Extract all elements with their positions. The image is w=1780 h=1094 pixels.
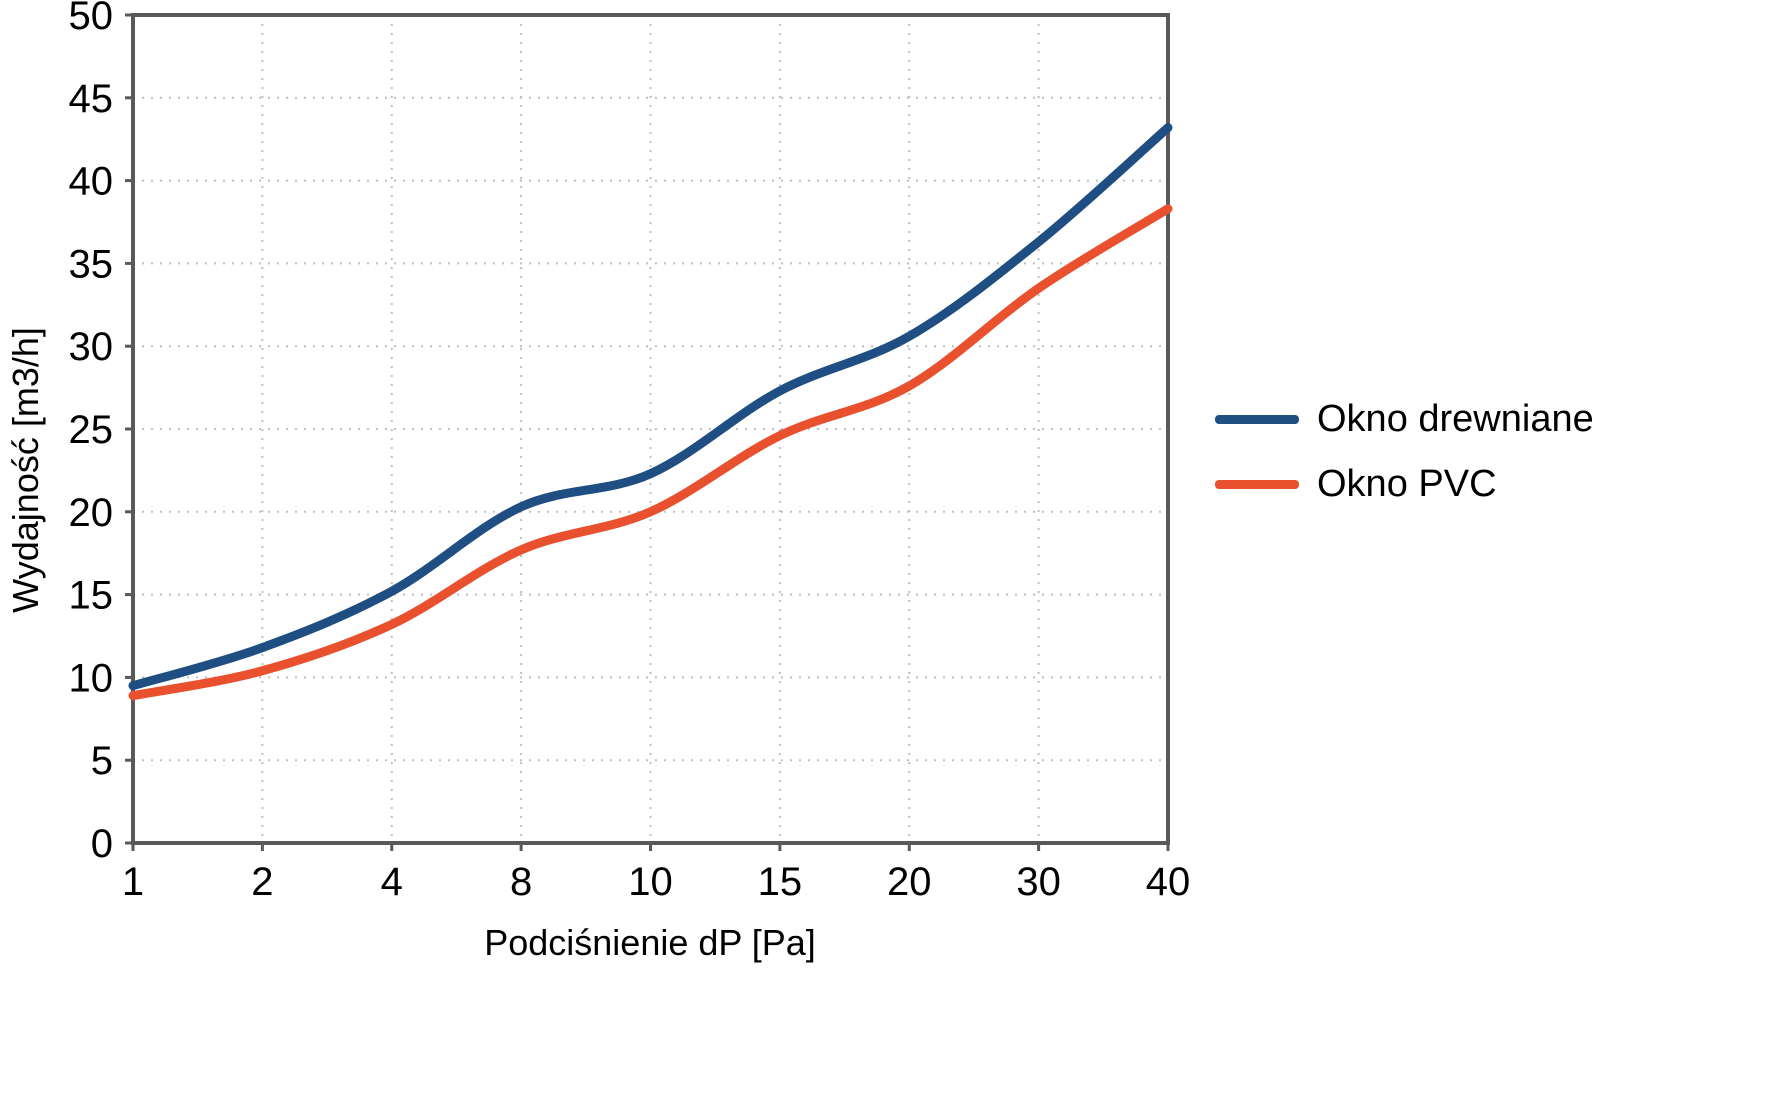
legend-line-swatch-okno-pvc (1215, 480, 1299, 489)
y-tick-label: 50 (69, 0, 114, 38)
y-axis-title: Wydajność [m3/h] (5, 327, 46, 613)
legend-label-okno-drewniane: Okno drewniane (1317, 398, 1594, 440)
y-tick-label: 35 (69, 242, 114, 286)
legend: Okno drewniane Okno PVC (1215, 398, 1594, 506)
y-tick-label: 0 (91, 822, 113, 866)
x-tick-label: 1 (122, 860, 144, 904)
y-tick-label: 25 (69, 408, 114, 452)
y-tick-label: 20 (69, 491, 114, 535)
x-tick-label: 4 (381, 860, 403, 904)
x-tick-label: 20 (887, 860, 932, 904)
x-tick-label: 8 (510, 860, 532, 904)
x-tick-label: 30 (1016, 860, 1061, 904)
x-tick-label: 40 (1146, 860, 1191, 904)
y-tick-label: 10 (69, 656, 114, 700)
x-tick-label: 15 (758, 860, 803, 904)
x-axis-title: Podciśnienie dP [Pa] (484, 922, 816, 963)
x-tick-label: 10 (628, 860, 673, 904)
legend-item-okno-pvc: Okno PVC (1215, 463, 1594, 506)
series-line-okno-pvc (128, 204, 1173, 701)
x-tick-label: 2 (251, 860, 273, 904)
y-tick-label: 15 (69, 574, 114, 618)
series-line-okno-drewniane (128, 123, 1173, 691)
y-tick-label: 40 (69, 160, 114, 204)
legend-line-swatch-okno-drewniane (1215, 415, 1299, 424)
legend-label-okno-pvc: Okno PVC (1317, 463, 1497, 505)
legend-item-okno-drewniane: Okno drewniane (1215, 398, 1594, 441)
y-tick-label: 30 (69, 325, 114, 369)
y-tick-label: 45 (69, 77, 114, 121)
y-tick-label: 5 (91, 739, 113, 783)
